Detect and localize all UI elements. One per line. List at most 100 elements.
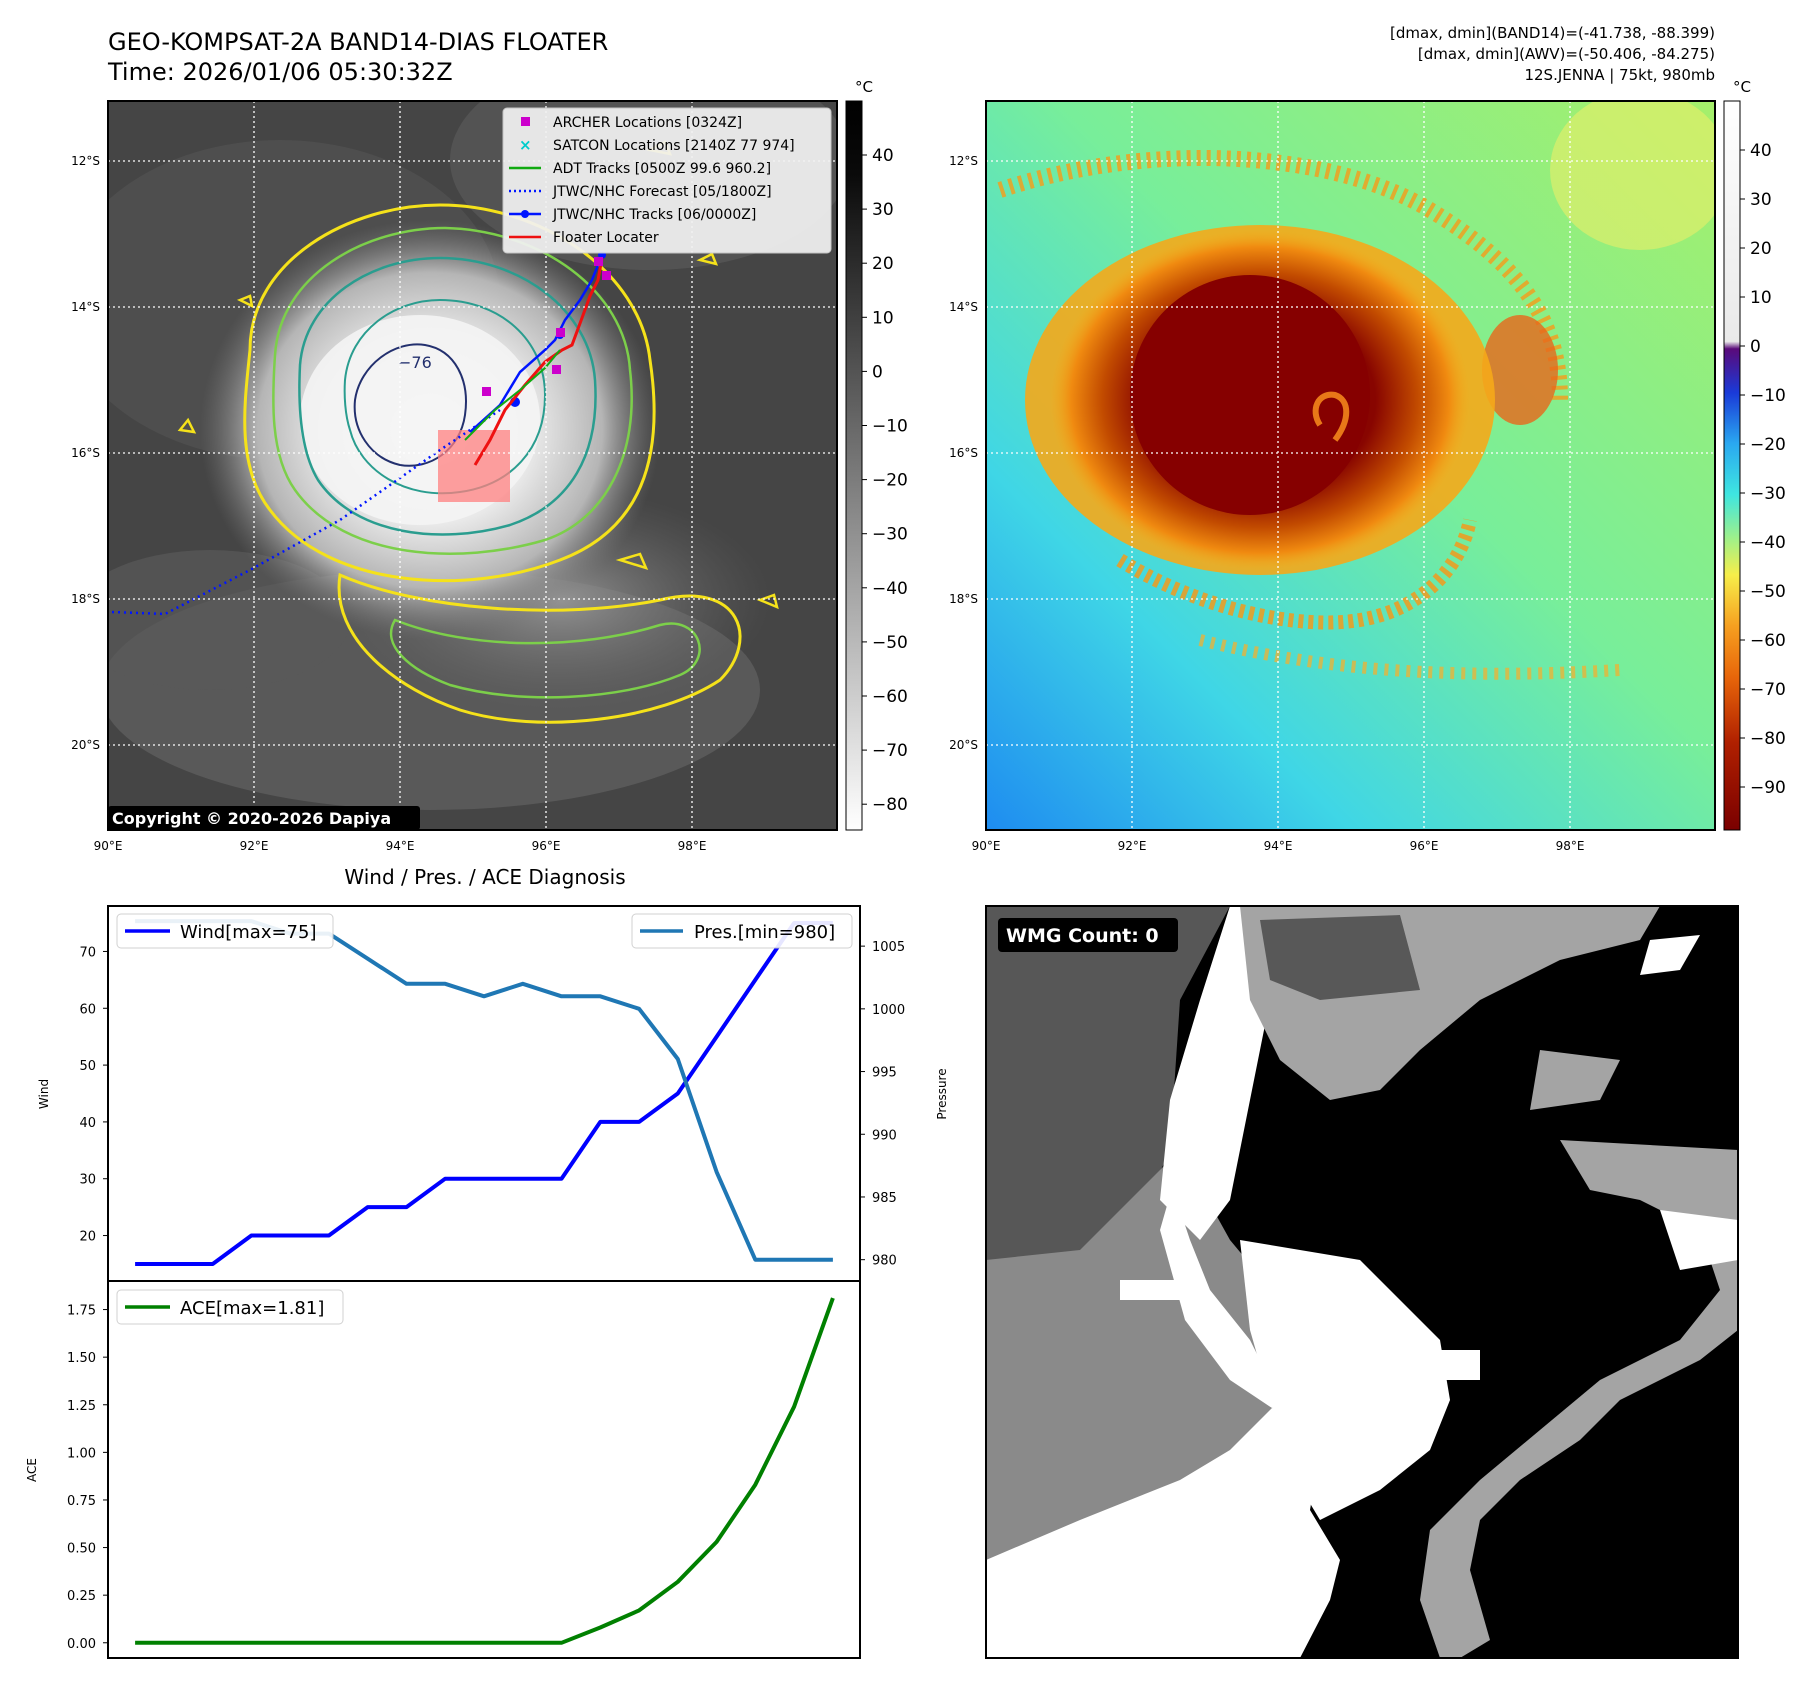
y-right-tick-label: 990 bbox=[872, 1128, 897, 1143]
legend-item: Floater Locater bbox=[553, 230, 659, 246]
y-right-tick-label: 985 bbox=[872, 1191, 897, 1206]
archer-marker bbox=[594, 257, 603, 266]
pressure-axis-label: Pressure bbox=[935, 1068, 949, 1119]
colorbar-tick-label: −80 bbox=[1750, 729, 1786, 749]
awv-range: [dmax, dmin](AWV)=(-50.406, -84.275) bbox=[1418, 45, 1715, 63]
y-tick-label: 0.75 bbox=[67, 1494, 96, 1509]
lat-label: 12°S bbox=[949, 154, 978, 168]
jtwc-track bbox=[469, 254, 604, 433]
map2-gridlines bbox=[986, 101, 1715, 830]
contour-outer bbox=[243, 203, 656, 583]
y-tick-label: 50 bbox=[79, 1059, 96, 1074]
colorbar-tick-label: −50 bbox=[872, 633, 908, 653]
colorbar-tick-label: −40 bbox=[872, 579, 908, 599]
wmg-count-label: WMG Count: 0 bbox=[1006, 925, 1159, 947]
archer-marker bbox=[602, 271, 611, 280]
legend-item: ADT Tracks [0500Z 99.6 960.2] bbox=[553, 161, 771, 177]
y-tick-label: 1.00 bbox=[67, 1446, 96, 1461]
colorbar-tick-label: 10 bbox=[872, 308, 894, 328]
colorbar-tick-label: −40 bbox=[1750, 533, 1786, 553]
legend-satcon-icon: × bbox=[519, 136, 532, 154]
series-line-ace bbox=[135, 1297, 835, 1645]
legend-item: ARCHER Locations [0324Z] bbox=[553, 115, 742, 131]
lon-label: 92°E bbox=[1118, 839, 1147, 853]
legend-item: JTWC/NHC Forecast [05/1800Z] bbox=[552, 184, 772, 200]
colorbar-tick-label: −70 bbox=[872, 741, 908, 761]
colorbar-tick-label: −20 bbox=[1750, 435, 1786, 455]
ace-axes bbox=[107, 1280, 861, 1659]
colorbar-tick-label: 40 bbox=[1750, 141, 1772, 161]
y-tick-label: 1.25 bbox=[67, 1399, 96, 1414]
colorbar2-unit: °C bbox=[1733, 78, 1751, 96]
colorbar-tick-label: −10 bbox=[872, 417, 908, 437]
copyright: Copyright © 2020-2026 Dapiya bbox=[112, 809, 391, 828]
pres-legend-label: Pres.[min=980] bbox=[694, 922, 835, 943]
colorbar-tick-label: −50 bbox=[1750, 582, 1786, 602]
contour-coldest bbox=[353, 343, 467, 467]
lat-label: 14°S bbox=[71, 300, 100, 314]
lon-label: 94°E bbox=[1264, 839, 1293, 853]
figure-title: GEO-KOMPSAT-2A BAND14-DIAS FLOATER bbox=[108, 28, 608, 56]
contour-band-inner bbox=[389, 618, 701, 699]
band14-range: [dmax, dmin](BAND14)=(-41.738, -88.399) bbox=[1390, 24, 1715, 42]
colorbar-tick-label: −60 bbox=[872, 687, 908, 707]
adt-track bbox=[464, 349, 561, 441]
floater-track bbox=[473, 257, 604, 466]
y-tick-label: 70 bbox=[79, 945, 96, 960]
colorbar-tick-label: 40 bbox=[872, 146, 894, 166]
y-tick-label: 0.25 bbox=[67, 1589, 96, 1604]
colorbar-color bbox=[1723, 100, 1741, 831]
pres-legend: Pres.[min=980] bbox=[631, 913, 853, 949]
y-tick-label: 1.75 bbox=[67, 1304, 96, 1319]
lon-label: 98°E bbox=[1556, 839, 1585, 853]
colorbar-tick-label: 0 bbox=[872, 362, 883, 382]
wmg-count-box bbox=[998, 918, 1178, 952]
lat-label: 18°S bbox=[71, 592, 100, 606]
ace-axis-label: ACE bbox=[25, 1458, 39, 1482]
colorbar-tick-label: −20 bbox=[872, 471, 908, 491]
wmg-panel bbox=[986, 906, 1738, 1658]
y-tick-label: 60 bbox=[79, 1002, 96, 1017]
colorbar-tick-label: −90 bbox=[1750, 778, 1786, 798]
wind-legend-label: Wind[max=75] bbox=[180, 922, 317, 943]
colorbar-tick-label: 10 bbox=[1750, 288, 1772, 308]
colorbar-tick-label: −80 bbox=[872, 795, 908, 815]
copyright-box bbox=[108, 806, 420, 830]
y-tick-label: 0.50 bbox=[67, 1542, 96, 1557]
colorbar-tick-label: 20 bbox=[1750, 239, 1772, 259]
ace-chart: 0.00 0.25 0.50 0.75 1.00 1.25 1.50 1.75 bbox=[67, 1297, 835, 1652]
map1-frame bbox=[107, 100, 838, 831]
colorbar-tick-label: −30 bbox=[872, 525, 908, 545]
colorbar-grayscale bbox=[845, 100, 863, 831]
wind-legend: Wind[max=75] bbox=[116, 913, 334, 949]
lon-label: 96°E bbox=[532, 839, 561, 853]
lat-label: 20°S bbox=[71, 738, 100, 752]
series-line-wind bbox=[135, 921, 833, 1266]
ir-color-map bbox=[986, 101, 1715, 830]
lon-label: 96°E bbox=[1410, 839, 1439, 853]
wind-pres-chart: 20 30 40 50 60 70 980 985 990 995 1000 1005 bbox=[79, 919, 905, 1269]
lon-label: 94°E bbox=[386, 839, 415, 853]
colorbar1-ticks: 40 30 20 10 0 −10 −20 −30 −40 −50 −60 −70 −80 bbox=[862, 146, 908, 815]
legend-item: SATCON Locations [2140Z 77 974] bbox=[553, 138, 795, 154]
colorbar-tick-label: −70 bbox=[1750, 680, 1786, 700]
legend-item: JTWC/NHC Tracks [06/0000Z] bbox=[552, 207, 756, 223]
wind-pres-axes bbox=[107, 905, 861, 1282]
y-tick-label: 30 bbox=[79, 1173, 96, 1188]
ace-legend-label: ACE[max=1.81] bbox=[180, 1298, 324, 1319]
y-right-tick-label: 1000 bbox=[872, 1003, 905, 1018]
lat-label: 18°S bbox=[949, 592, 978, 606]
colorbar-tick-label: −30 bbox=[1750, 484, 1786, 504]
lon-label: 90°E bbox=[972, 839, 1001, 853]
colorbar-tick-label: 0 bbox=[1750, 337, 1761, 357]
y-tick-label: 0.00 bbox=[67, 1637, 96, 1652]
storm-info: 12S.JENNA | 75kt, 980mb bbox=[1524, 66, 1715, 84]
lat-label: 14°S bbox=[949, 300, 978, 314]
map-axis-labels: 90°E 92°E 94°E 96°E 98°E 12°S 14°S 16°S 18°S 20°S… bbox=[71, 154, 1584, 853]
y-tick-label: 1.50 bbox=[67, 1351, 96, 1366]
lat-label: 12°S bbox=[71, 154, 100, 168]
wmg-frame bbox=[985, 905, 1739, 1659]
lon-label: 90°E bbox=[94, 839, 123, 853]
